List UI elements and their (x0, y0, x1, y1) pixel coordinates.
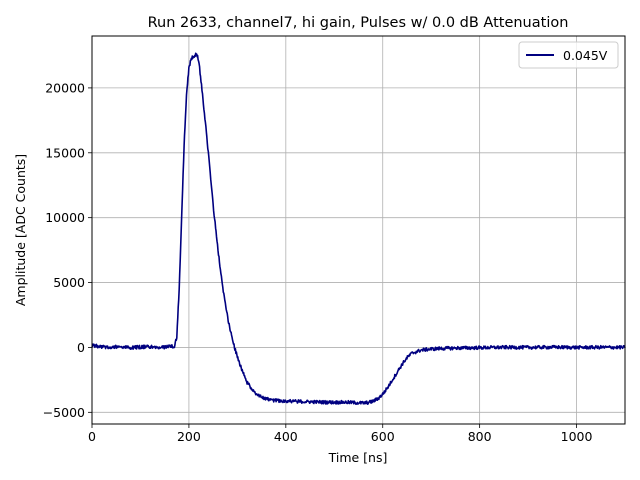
grid-lines (91, 36, 625, 424)
x-axis-ticks: 0 200 400 600 800 1000 (88, 424, 592, 444)
chart-title: Run 2633, channel7, hi gain, Pulses w/ 0… (148, 15, 569, 31)
y-axis-label: Amplitude [ADC Counts] (13, 154, 28, 306)
y-axis-ticks: −5000 0 5000 10000 15000 20000 (43, 80, 92, 420)
series-line (91, 52, 626, 406)
y-tick-label: 20000 (45, 80, 85, 95)
x-tick-label: 200 (177, 429, 201, 444)
y-tick-label: 10000 (45, 210, 85, 225)
y-tick-label: 0 (77, 340, 85, 355)
y-tick-label: 15000 (45, 145, 85, 160)
legend: 0.045V (518, 41, 619, 69)
x-axis-label: Time [ns] (328, 450, 388, 465)
x-tick-label: 800 (468, 429, 492, 444)
x-tick-label: 600 (371, 429, 395, 444)
x-tick-label: 0 (88, 429, 96, 444)
y-tick-label: −5000 (43, 405, 85, 420)
series-layer (91, 52, 626, 406)
plot-area (92, 36, 625, 424)
legend-label: 0.045V (563, 48, 608, 63)
x-tick-label: 400 (274, 429, 298, 444)
legend-box (518, 41, 619, 69)
x-tick-label: 1000 (561, 429, 593, 444)
y-tick-label: 5000 (53, 275, 85, 290)
plot-frame (91, 35, 626, 425)
